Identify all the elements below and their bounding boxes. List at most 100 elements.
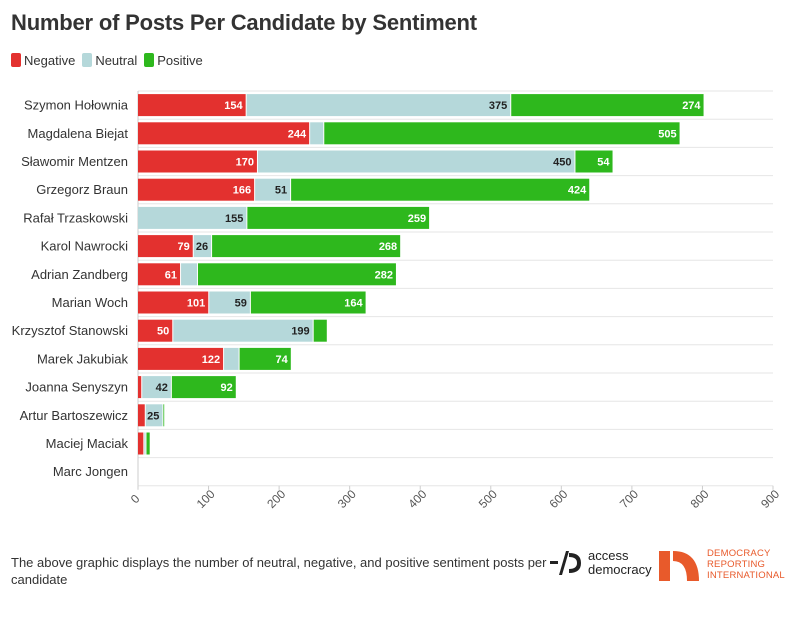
data-label-neutral: 59 xyxy=(235,298,247,310)
bar-chart: 0 100 200 300 400 500 600 700 800 900 Szymon Hołow… xyxy=(12,90,782,511)
bar-negative xyxy=(138,376,142,399)
bar-neutral xyxy=(193,235,212,258)
bar-positive xyxy=(171,376,236,399)
legend: Negative Neutral Positive xyxy=(11,52,210,68)
data-label-positive: 74 xyxy=(276,354,289,366)
data-label-negative: 170 xyxy=(236,157,254,169)
bar-negative xyxy=(138,319,173,342)
category-label: Artur Bartoszewicz xyxy=(20,408,128,423)
data-label-neutral: 450 xyxy=(553,157,571,169)
bar-neutral xyxy=(209,291,250,314)
category-label: Magdalena Biejat xyxy=(28,126,129,141)
bar-negative xyxy=(138,235,193,258)
bar-neutral xyxy=(144,432,146,455)
x-tick-label: 200 xyxy=(264,487,288,511)
bar-positive xyxy=(324,122,680,145)
legend-item-positive[interactable]: Positive xyxy=(144,53,203,68)
bar-negative xyxy=(138,122,310,145)
bar-negative xyxy=(138,263,181,286)
data-label-positive: 282 xyxy=(375,269,393,281)
bar-negative xyxy=(138,178,255,201)
dri-icon xyxy=(659,550,699,581)
bar-positive xyxy=(250,291,366,314)
data-label-neutral: 42 xyxy=(156,382,168,394)
category-label: Adrian Zandberg xyxy=(31,267,128,282)
data-label-negative: 122 xyxy=(202,354,220,366)
dri-line2: REPORTING xyxy=(707,559,766,570)
data-label-negative: 61 xyxy=(165,269,177,281)
data-label-positive: 424 xyxy=(568,185,587,197)
dri-logo: DEMOCRACY REPORTING INTERNATIONAL xyxy=(659,548,785,581)
x-tick-label: 100 xyxy=(194,487,218,511)
bar-neutral xyxy=(145,404,163,427)
legend-label-negative: Negative xyxy=(24,52,76,68)
data-label-negative: 79 xyxy=(177,241,189,253)
chart-title: Number of Posts Per Candidate by Sentime… xyxy=(11,10,477,35)
dri-line1: DEMOCRACY xyxy=(707,548,771,559)
bar-neutral xyxy=(255,178,291,201)
data-label-neutral: 199 xyxy=(291,326,309,338)
bar-negative xyxy=(138,94,246,117)
bar-positive xyxy=(212,235,401,258)
category-label: Joanna Senyszyn xyxy=(25,380,128,395)
data-label-negative: 166 xyxy=(233,185,251,197)
bar-positive xyxy=(163,404,165,427)
x-tick-label: 800 xyxy=(688,487,712,511)
category-label: Sławomir Mentzen xyxy=(21,154,128,169)
x-tick-label: 0 xyxy=(128,491,143,506)
bar-neutral xyxy=(142,376,171,399)
bar-negative xyxy=(138,291,209,314)
legend-item-neutral[interactable]: Neutral xyxy=(82,53,137,68)
data-label-negative: 101 xyxy=(187,298,205,310)
access-democracy-line1: access xyxy=(588,548,629,563)
category-label: Marc Jongen xyxy=(53,464,128,479)
data-label-negative: 154 xyxy=(224,100,243,112)
bar-negative xyxy=(138,347,224,370)
category-label: Krzysztof Stanowski xyxy=(12,323,128,338)
bar-positive xyxy=(239,347,291,370)
x-tick-label: 400 xyxy=(405,487,429,511)
legend-label-neutral: Neutral xyxy=(95,52,138,68)
footer-caption: The above graphic displays the number of… xyxy=(11,555,547,587)
x-tick-label: 300 xyxy=(335,487,359,511)
data-label-neutral: 26 xyxy=(196,241,208,253)
legend-item-negative[interactable]: Negative xyxy=(11,53,75,68)
data-label-positive: 92 xyxy=(221,382,233,394)
data-label-positive: 54 xyxy=(597,157,610,169)
category-label: Szymon Hołownia xyxy=(24,98,129,113)
data-label-neutral: 25 xyxy=(147,410,159,422)
legend-swatch-positive xyxy=(144,53,155,67)
bar-positive xyxy=(197,263,396,286)
bar-positive xyxy=(146,432,150,455)
data-label-positive: 268 xyxy=(379,241,397,253)
data-label-positive: 274 xyxy=(682,100,701,112)
x-tick-label: 900 xyxy=(758,487,782,511)
data-label-positive: 259 xyxy=(408,213,426,225)
access-democracy-line2: democracy xyxy=(588,562,652,577)
data-label-negative: 50 xyxy=(157,326,169,338)
bar-positive xyxy=(247,206,430,229)
category-label: Marek Jakubiak xyxy=(37,351,129,366)
bar-positive xyxy=(511,94,704,117)
category-label: Karol Nawrocki xyxy=(41,239,129,254)
bar-negative xyxy=(138,404,145,427)
bar-neutral xyxy=(246,94,511,117)
data-label-neutral: 375 xyxy=(489,100,507,112)
data-label-neutral: 51 xyxy=(275,185,287,197)
bar-positive xyxy=(575,150,613,173)
bar-positive xyxy=(291,178,590,201)
bar-neutral xyxy=(257,150,575,173)
legend-swatch-neutral xyxy=(82,53,93,67)
data-label-negative: 244 xyxy=(288,128,307,140)
bar-positive xyxy=(313,319,327,342)
data-label-neutral: 155 xyxy=(225,213,243,225)
bar-negative xyxy=(138,150,257,173)
bar-neutral xyxy=(310,122,324,145)
dri-line3: INTERNATIONAL xyxy=(707,570,785,581)
bar-neutral xyxy=(181,263,197,286)
legend-label-positive: Positive xyxy=(157,52,203,68)
x-tick-label: 700 xyxy=(617,487,641,511)
x-tick-label: 600 xyxy=(546,487,570,511)
access-democracy-logo: access democracy xyxy=(550,549,652,577)
category-label: Maciej Maciak xyxy=(46,436,129,451)
